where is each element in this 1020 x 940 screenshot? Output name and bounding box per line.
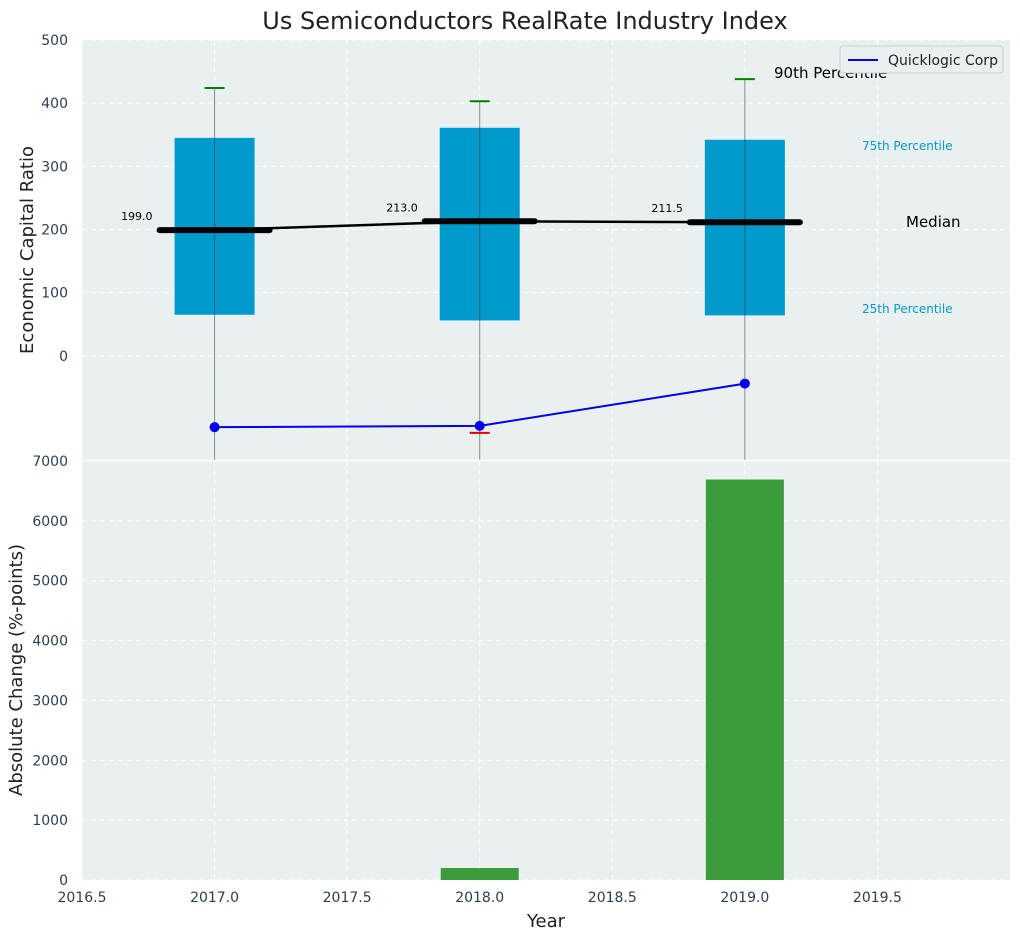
top-y-tick-label: 500 <box>41 33 68 49</box>
top-panel: 0 100 200 300 400 500 199.0 213.0 211.5 90th Pe… <box>17 33 1010 460</box>
top-y-tick-label: 200 <box>41 222 68 238</box>
change-bar <box>440 868 519 880</box>
top-y-ticks: 0 100 200 300 400 500 <box>41 33 68 365</box>
x-tick-label: 2018.5 <box>588 890 637 906</box>
x-tick-label: 2018.0 <box>455 890 504 906</box>
chart-title: Us Semiconductors RealRate Industry Inde… <box>262 7 787 35</box>
bottom-panel: 0 1000 2000 3000 4000 5000 6000 7000 2016.5 2017… <box>6 454 1010 932</box>
bottom-y-tick-label: 3000 <box>32 693 68 709</box>
bottom-y-tick-label: 5000 <box>32 574 68 590</box>
top-y-tick-label: 400 <box>41 96 68 112</box>
x-tick-label: 2017.0 <box>190 890 239 906</box>
top-y-tick-label: 100 <box>41 286 68 302</box>
series-quicklogic <box>209 378 750 434</box>
x-tick-label: 2019.5 <box>853 890 902 906</box>
median-trend-line <box>214 220 745 232</box>
p25-annotation: 25th Percentile <box>862 302 953 316</box>
change-bar <box>705 479 784 880</box>
median-value-label: 199.0 <box>121 210 153 223</box>
series-point <box>739 378 750 389</box>
legend-label: Quicklogic Corp <box>888 53 998 69</box>
bottom-y-tick-label: 6000 <box>32 514 68 530</box>
bottom-y-tick-label: 7000 <box>32 454 68 470</box>
x-ticks: 2016.5 2017.0 2017.5 2018.0 2018.5 2019.0 2019… <box>58 890 902 906</box>
top-y-tick-label: 0 <box>59 349 68 365</box>
series-point <box>474 420 485 431</box>
bottom-y-tick-label: 2000 <box>32 753 68 769</box>
top-y-tick-label: 300 <box>41 159 68 175</box>
bottom-y-tick-label: 4000 <box>32 634 68 650</box>
median-trend <box>214 220 745 232</box>
legend-frame <box>839 45 1004 74</box>
median-value-label: 213.0 <box>386 201 418 214</box>
boxes: 199.0 213.0 211.5 <box>121 78 803 460</box>
legend: Quicklogic Corp <box>839 45 1004 74</box>
bottom-y-tick-label: 0 <box>59 873 68 889</box>
x-tick-label: 2017.5 <box>323 890 372 906</box>
p75-annotation: 75th Percentile <box>862 139 953 153</box>
x-axis-label: Year <box>526 911 566 932</box>
x-tick-label: 2016.5 <box>58 890 107 906</box>
median-annotation: Median <box>906 213 961 231</box>
bottom-y-axis-label: Absolute Change (%-points) <box>6 544 27 796</box>
bottom-plot-background <box>82 461 1010 880</box>
top-y-axis-label: Economic Capital Ratio <box>17 146 38 354</box>
median-value-label: 211.5 <box>651 202 683 215</box>
bottom-y-tick-label: 1000 <box>32 813 68 829</box>
percentile-annotations: 90th Percentile 75th Percentile Median 2… <box>774 64 961 316</box>
bottom-y-ticks: 0 1000 2000 3000 4000 5000 6000 7000 <box>32 454 68 889</box>
bars <box>440 479 784 880</box>
series-point <box>209 422 220 433</box>
x-tick-label: 2019.0 <box>720 890 769 906</box>
